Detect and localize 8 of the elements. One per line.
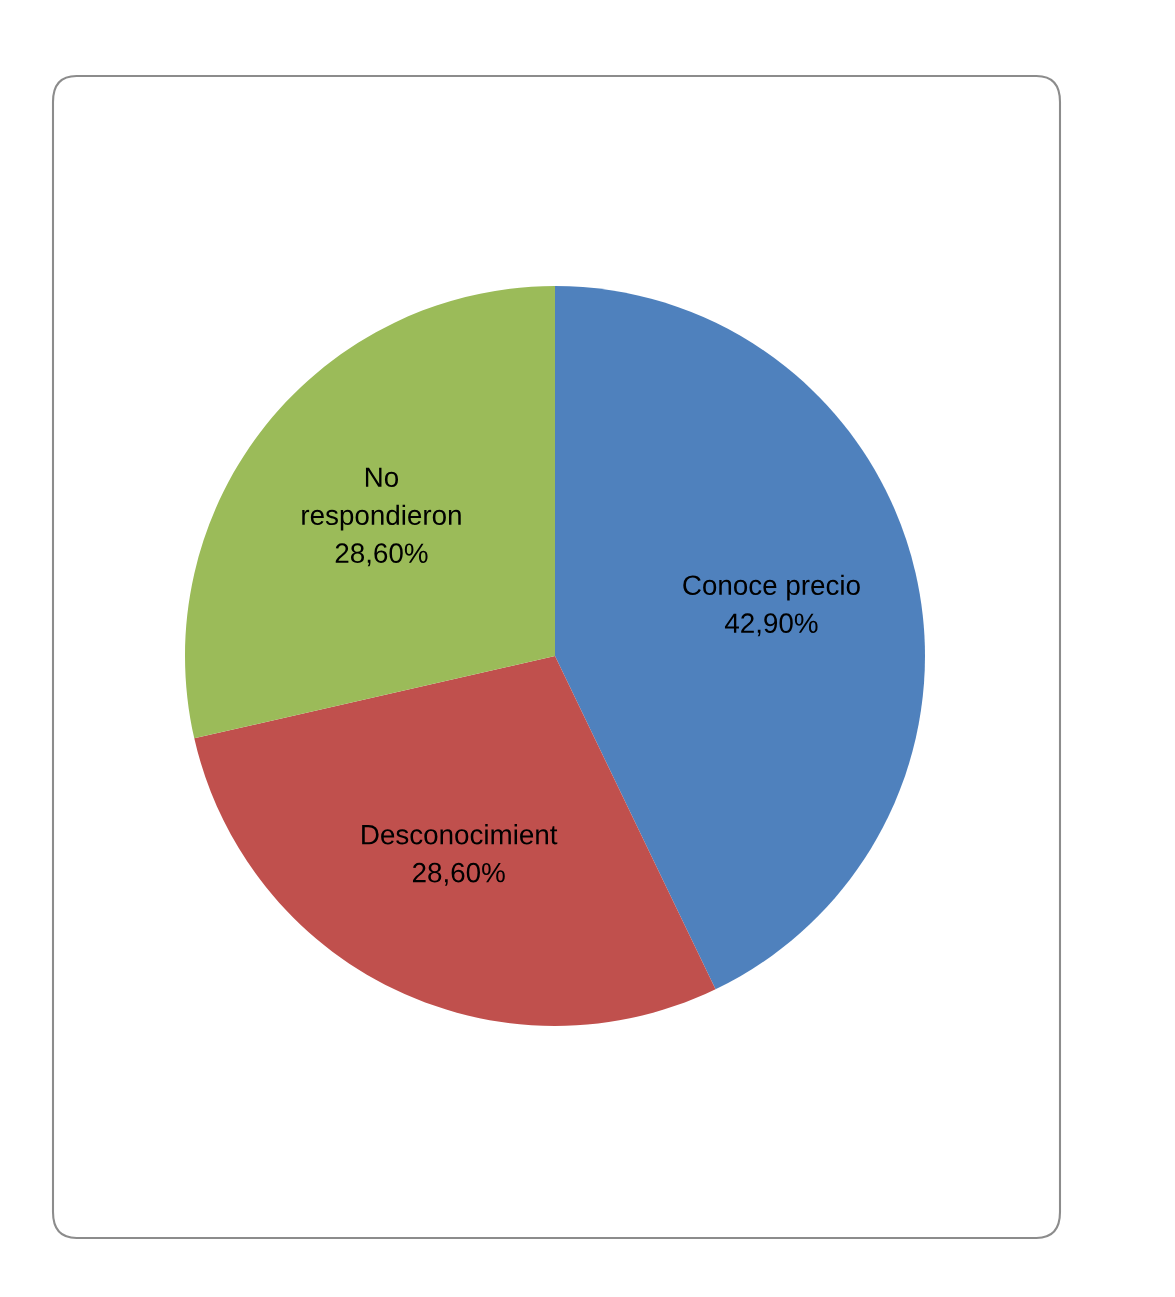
data-label: 42,90% [724,613,818,637]
data-label: 28,60% [412,862,505,886]
slice-label: No respondieron [302,467,461,531]
slice-label: Conoce precio [683,574,860,601]
data-label: 28,60% [335,543,428,567]
slice-label: Desconocimient [362,824,558,845]
pie-slice [185,286,555,739]
pie-slice [194,656,716,1026]
